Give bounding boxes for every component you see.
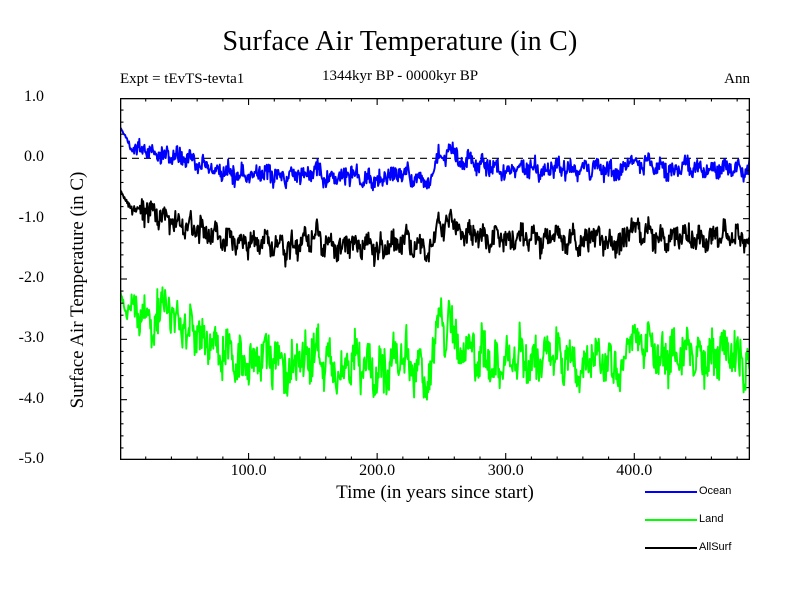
x-tick-label: 100.0	[230, 462, 267, 479]
legend-color-swatch	[645, 519, 697, 521]
chart-legend: Ocean Land AllSurf	[645, 484, 795, 568]
legend-label: Land	[699, 513, 724, 525]
y-tick-label: -4.0	[18, 389, 44, 407]
y-axis-title: Surface Air Temperature (in C)	[67, 171, 88, 409]
y-tick-label: -3.0	[18, 329, 44, 347]
legend-color-swatch	[645, 491, 697, 493]
x-tick-label: 400.0	[616, 462, 653, 479]
x-tick-label: 200.0	[359, 462, 396, 479]
x-tick-label: 300.0	[487, 462, 524, 479]
experiment-label: Expt = tEvTS-tevta1	[120, 71, 245, 87]
chart-subtitle: 1344kyr BP - 0000kyr BP	[321, 68, 479, 84]
y-tick-label: 0.0	[24, 148, 44, 166]
x-axis-title: Time (in years since start)	[336, 482, 534, 503]
legend-color-swatch	[645, 547, 697, 549]
legend-label: Ocean	[699, 485, 732, 497]
legend-item[interactable]: AllSurf	[645, 540, 795, 568]
series-canvas	[119, 126, 751, 401]
y-tick-label: 1.0	[24, 88, 44, 105]
y-tick-label: -2.0	[18, 269, 44, 286]
period-label: Ann	[724, 71, 750, 87]
y-tick-label: -5.0	[18, 450, 44, 467]
y-tick-label: -1.0	[18, 208, 44, 226]
legend-label: AllSurf	[699, 541, 732, 553]
legend-item[interactable]: Land	[645, 512, 795, 540]
page-title: Surface Air Temperature (in C)	[222, 26, 578, 57]
plot-area	[119, 98, 751, 460]
legend-item[interactable]: Ocean	[645, 484, 795, 512]
